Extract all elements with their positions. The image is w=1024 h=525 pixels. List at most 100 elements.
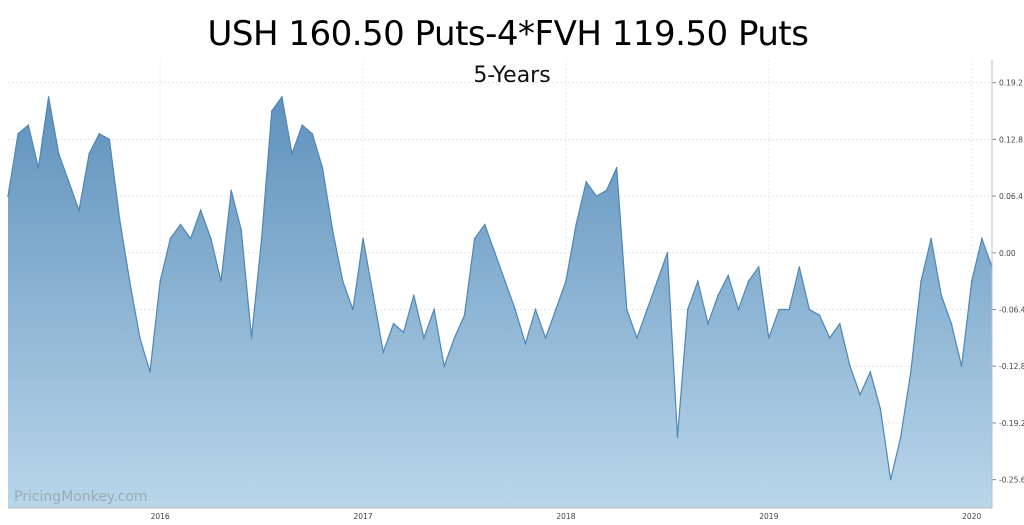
data-point xyxy=(149,371,151,373)
data-point xyxy=(960,365,963,368)
y-tick-label: 0.00 xyxy=(999,249,1016,258)
data-point xyxy=(524,342,527,345)
data-point xyxy=(534,308,537,311)
y-tick-label: 0.19.2 xyxy=(999,79,1023,88)
data-point xyxy=(626,308,628,311)
data-point xyxy=(737,308,740,311)
data-point xyxy=(859,393,861,396)
data-point xyxy=(494,252,496,254)
data-point xyxy=(869,371,872,373)
data-point xyxy=(118,218,121,220)
data-point xyxy=(402,331,405,334)
data-point xyxy=(321,166,324,169)
chart-subtitle: 5-Years xyxy=(473,63,551,88)
data-point xyxy=(697,280,699,283)
data-point xyxy=(240,229,243,231)
data-point xyxy=(68,181,70,183)
area-fill xyxy=(8,96,992,509)
data-point xyxy=(362,237,364,240)
data-point xyxy=(544,337,547,339)
data-point xyxy=(453,337,456,339)
y-tick-label: -0.25.6 xyxy=(999,476,1024,485)
data-point xyxy=(47,96,50,98)
data-point xyxy=(27,124,30,126)
x-tick-label: 2017 xyxy=(354,512,373,521)
data-point xyxy=(646,308,648,311)
data-point xyxy=(798,266,801,268)
data-point xyxy=(839,322,841,325)
data-point xyxy=(940,294,943,297)
data-point xyxy=(392,322,395,325)
data-point xyxy=(950,322,953,325)
data-point xyxy=(139,337,141,339)
data-point xyxy=(311,132,314,135)
chart-title: USH 160.50 Puts-4*FVH 119.50 Puts xyxy=(207,14,809,54)
data-point xyxy=(504,280,506,283)
x-tick-label: 2019 xyxy=(759,512,778,521)
data-point xyxy=(260,237,263,240)
data-point xyxy=(413,294,415,297)
data-point xyxy=(169,237,172,240)
data-point xyxy=(352,308,354,311)
data-point xyxy=(686,308,689,311)
data-point xyxy=(372,294,375,297)
data-point xyxy=(778,308,780,311)
x-tick-label: 2016 xyxy=(151,512,170,521)
data-point xyxy=(484,223,486,226)
data-point xyxy=(382,351,385,353)
data-point xyxy=(128,280,131,283)
data-point xyxy=(189,237,192,240)
data-point xyxy=(707,322,709,325)
data-point xyxy=(849,365,851,368)
plot-area xyxy=(7,95,993,509)
series-line xyxy=(7,95,993,480)
data-point xyxy=(78,209,80,212)
data-point xyxy=(636,337,638,339)
data-point xyxy=(615,166,618,169)
data-point xyxy=(57,152,60,155)
data-point xyxy=(717,294,719,297)
data-point xyxy=(727,274,729,277)
data-point xyxy=(98,132,101,135)
data-point xyxy=(656,280,658,283)
data-point xyxy=(159,280,161,283)
data-point xyxy=(271,110,273,112)
data-point xyxy=(342,280,344,283)
data-point xyxy=(7,195,9,197)
data-point xyxy=(768,337,770,339)
x-axis: 2016 2017 2018 2019 2020 xyxy=(8,507,992,521)
data-point xyxy=(291,152,293,155)
data-point xyxy=(473,237,476,240)
x-tick-label: 2018 xyxy=(556,512,575,521)
data-point xyxy=(808,308,811,311)
data-point xyxy=(199,209,202,212)
y-tick-label: -0.12.8 xyxy=(999,362,1024,371)
y-axis: 0.19.2 0.12.8 0.06.4 0.00 -0.06.4 -0.12.8 -0.1… xyxy=(991,60,1024,508)
data-point xyxy=(676,436,679,438)
data-point xyxy=(555,308,557,311)
data-point xyxy=(930,237,932,240)
data-point xyxy=(747,280,750,283)
data-point xyxy=(757,266,760,268)
data-point xyxy=(301,124,304,126)
data-point xyxy=(37,166,40,169)
data-point xyxy=(828,337,831,339)
data-point xyxy=(463,314,466,317)
y-tick-label: -0.06.4 xyxy=(999,306,1024,315)
data-point xyxy=(899,436,902,438)
y-tick-label: -0.19.2 xyxy=(999,419,1024,428)
data-point xyxy=(108,138,111,141)
data-point xyxy=(920,280,922,283)
y-tick-label: 0.06.4 xyxy=(999,192,1023,201)
data-point xyxy=(220,280,222,283)
data-point xyxy=(575,223,577,226)
data-point xyxy=(788,308,790,311)
watermark-text: PricingMonkey.com xyxy=(14,489,148,505)
x-tick-label: 2020 xyxy=(962,512,981,521)
data-point xyxy=(443,365,446,368)
data-point xyxy=(889,478,892,481)
data-point xyxy=(666,252,669,254)
data-point xyxy=(230,189,232,192)
data-point xyxy=(423,337,425,339)
